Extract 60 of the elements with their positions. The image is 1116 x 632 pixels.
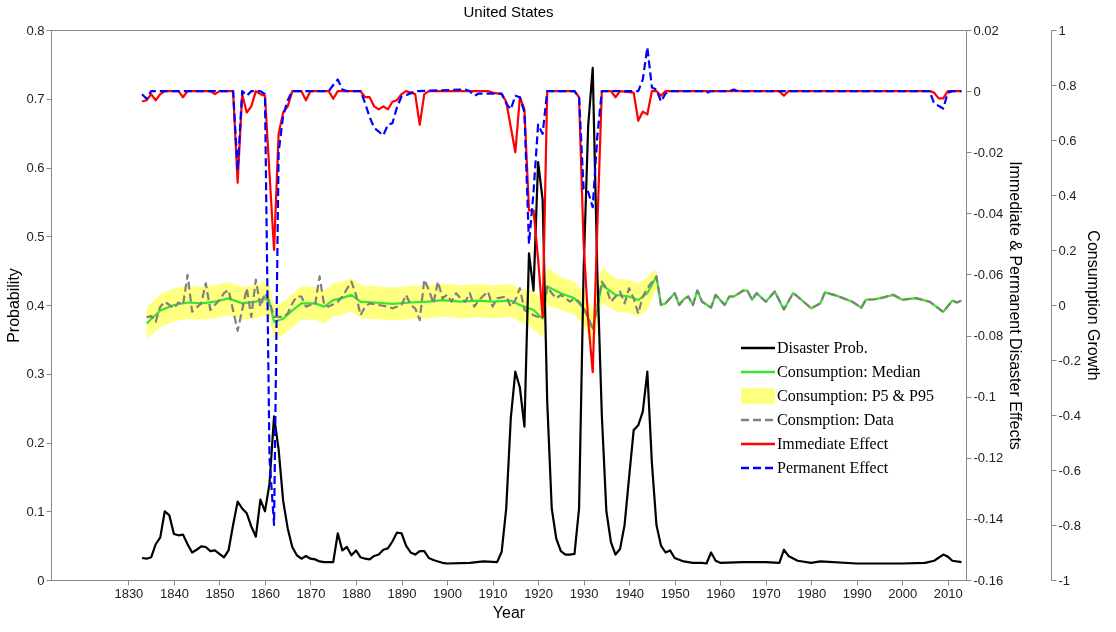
y3-tick-label: -0.2 xyxy=(1058,352,1081,368)
x-tick-label: 1990 xyxy=(842,585,872,601)
y-tick-label: 0.3 xyxy=(26,366,45,382)
legend-label: Permanent Effect xyxy=(777,459,889,476)
y3-tick-label: -0.4 xyxy=(1058,407,1081,423)
x-tick-label: 1850 xyxy=(205,585,235,601)
y-tick-label: 0 xyxy=(37,572,45,588)
y3-tick-label: 0.6 xyxy=(1058,132,1077,148)
y2-tick-label: -0.08 xyxy=(973,328,1004,344)
x-tick-label: 1970 xyxy=(751,585,781,601)
x-tick-label: 1950 xyxy=(660,585,690,601)
y2-tick-label: -0.02 xyxy=(973,144,1004,160)
y2-tick-label: -0.1 xyxy=(973,389,996,405)
y3-axis-title: Consumption Growth xyxy=(1084,230,1102,381)
x-tick-label: 2010 xyxy=(933,585,963,601)
legend-label: Consumption: Median xyxy=(777,363,921,381)
legend-label: Disaster Prob. xyxy=(777,339,868,356)
y-tick-label: 0.5 xyxy=(26,228,45,244)
y3-tick-label: -1 xyxy=(1058,572,1071,588)
y2-tick-label: 0.02 xyxy=(973,22,999,38)
y2-tick-label: -0.06 xyxy=(973,266,1004,282)
y3-tick-label: 1 xyxy=(1058,22,1066,38)
y3-tick-label: -0.8 xyxy=(1058,517,1081,533)
y-tick-label: 0.1 xyxy=(26,503,45,519)
x-tick-label: 1890 xyxy=(387,585,417,601)
y3-tick-label: 0 xyxy=(1058,297,1066,313)
y2-tick-label: -0.12 xyxy=(973,450,1004,466)
y3-tick-label: 0.4 xyxy=(1058,187,1077,203)
x-tick-label: 1980 xyxy=(797,585,827,601)
y-axis-title: Probability xyxy=(5,268,23,343)
x-axis-title: Year xyxy=(492,603,526,621)
y2-tick-label: -0.04 xyxy=(973,205,1004,221)
x-tick-label: 1900 xyxy=(433,585,463,601)
x-tick-label: 1840 xyxy=(159,585,189,601)
x-tick-label: 1870 xyxy=(296,585,326,601)
y-tick-label: 0.4 xyxy=(26,297,45,313)
x-tick-label: 1930 xyxy=(569,585,599,601)
legend-label: Consmption: Data xyxy=(777,411,894,429)
x-tick-label: 1880 xyxy=(342,585,371,601)
y2-tick-label: -0.14 xyxy=(973,511,1004,527)
y3-tick-label: -0.6 xyxy=(1058,462,1081,478)
x-tick-label: 1940 xyxy=(615,585,645,601)
x-tick-label: 1860 xyxy=(250,585,280,601)
y2-axis-title: Immediate & Permanent Disaster Effects xyxy=(1007,161,1025,450)
y-tick-label: 0.2 xyxy=(26,435,45,450)
y2-tick-label: 0 xyxy=(973,83,981,99)
y3-tick-label: 0.8 xyxy=(1058,77,1077,93)
x-tick-label: 1830 xyxy=(114,585,144,601)
chart-title: United States xyxy=(463,3,554,20)
y-tick-label: 0.6 xyxy=(26,160,45,175)
y-tick-label: 0.8 xyxy=(26,22,45,38)
y2-tick-label: -0.16 xyxy=(973,572,1004,588)
y-tick-label: 0.7 xyxy=(26,91,45,107)
y3-tick-label: 0.2 xyxy=(1058,242,1077,258)
legend-label: Consumption: P5 & P95 xyxy=(777,387,934,405)
x-tick-label: 2000 xyxy=(888,585,918,601)
x-tick-label: 1910 xyxy=(478,585,508,601)
x-tick-label: 1960 xyxy=(706,585,736,601)
x-tick-label: 1920 xyxy=(524,585,554,601)
legend-label: Immediate Effect xyxy=(777,435,889,452)
